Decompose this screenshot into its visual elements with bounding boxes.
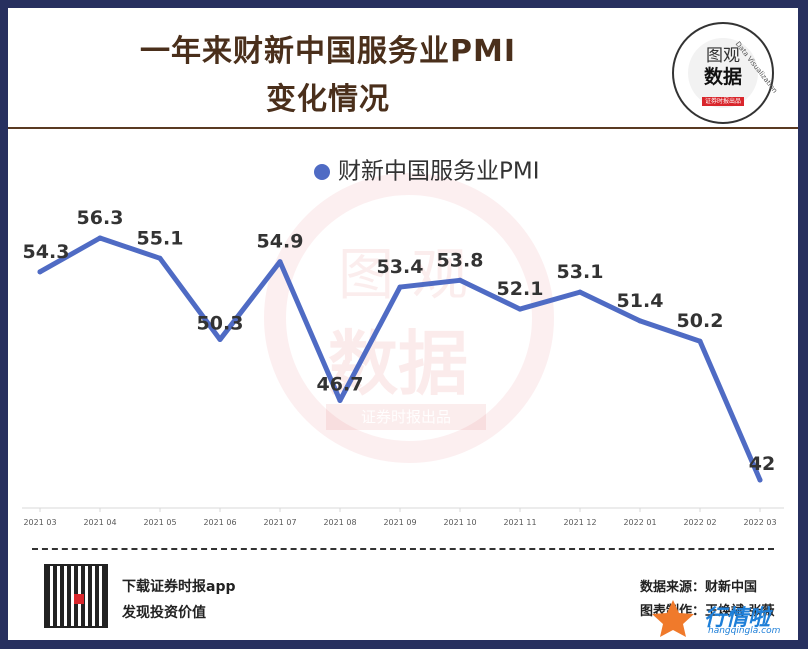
data-point xyxy=(577,289,583,295)
x-tick-label: 2021 12 xyxy=(563,518,596,527)
x-tick-label: 2021 08 xyxy=(323,518,356,527)
x-tick-label: 2021 03 xyxy=(23,518,56,527)
data-point xyxy=(97,235,103,241)
corner-brand: 行情啦 xyxy=(704,606,771,631)
data-point xyxy=(277,259,283,265)
chart-title-line2: 变化情况 xyxy=(266,82,390,117)
footer-divider xyxy=(32,548,774,550)
logo-tag: 证券时报出品 xyxy=(701,97,744,106)
x-tick-label: 2022 03 xyxy=(743,518,776,527)
data-label: 50.2 xyxy=(677,310,724,332)
data-point xyxy=(157,255,163,261)
data-label: 55.1 xyxy=(137,227,184,249)
chart-card: 一年来财新中国服务业PMI 变化情况 图观 数据 证券时报出品 Data Vis… xyxy=(8,8,798,640)
watermark-line2: 数据 xyxy=(328,323,468,405)
data-point xyxy=(397,284,403,290)
brand-logo: 图观 数据 证券时报出品 Data Visualization xyxy=(672,22,779,124)
data-label: 46.7 xyxy=(317,373,364,395)
data-label: 51.4 xyxy=(617,290,664,312)
data-point xyxy=(37,269,43,275)
x-tick-label: 2021 05 xyxy=(143,518,176,527)
watermark-badge: 证券时报出品 xyxy=(326,404,486,430)
data-point xyxy=(757,477,763,483)
data-label: 42 xyxy=(749,453,775,475)
data-point xyxy=(697,338,703,344)
chart-title-line1: 一年来财新中国服务业PMI xyxy=(139,34,516,69)
x-tick-label: 2021 11 xyxy=(503,518,536,527)
data-point xyxy=(517,306,523,312)
title-divider xyxy=(8,127,798,129)
data-point xyxy=(637,318,643,324)
star-icon xyxy=(652,600,694,637)
logo-line2: 数据 xyxy=(703,66,742,88)
data-label: 53.4 xyxy=(377,256,424,278)
x-tick-label: 2021 04 xyxy=(83,518,116,527)
data-label: 53.8 xyxy=(437,249,484,271)
app-slogan-text: 发现投资价值 xyxy=(122,605,206,621)
x-tick-label: 2022 01 xyxy=(623,518,656,527)
data-label: 54.3 xyxy=(23,241,70,263)
chart-legend: 财新中国服务业PMI xyxy=(314,156,540,186)
x-tick-label: 2022 02 xyxy=(683,518,716,527)
qr-center-mark xyxy=(74,594,84,604)
app-download-text: 下载证券时报app xyxy=(122,579,236,595)
logo-line1: 图观 xyxy=(706,46,740,66)
x-tick-label: 2021 10 xyxy=(443,518,476,527)
qr-code xyxy=(44,564,108,628)
data-point xyxy=(217,337,223,343)
x-tick-label: 2021 06 xyxy=(203,518,236,527)
data-label: 50.3 xyxy=(197,313,244,335)
watermark-line1: 图 观 xyxy=(338,243,468,308)
data-point xyxy=(457,277,463,283)
x-tick-label: 2021 09 xyxy=(383,518,416,527)
data-point xyxy=(337,397,343,403)
data-label: 53.1 xyxy=(557,261,604,283)
line-chart: 2021 03 2021 04 2021 05 2021 06 2021 07 2021 … xyxy=(22,207,784,527)
data-label: 54.9 xyxy=(257,231,304,253)
corner-url: hangqingla.com xyxy=(708,626,781,636)
legend-label: 财新中国服务业PMI xyxy=(338,158,540,185)
data-source-text: 数据来源：财新中国 xyxy=(640,580,758,595)
corner-watermark: 行情啦 hangqingla.com xyxy=(648,598,798,640)
data-label: 56.3 xyxy=(77,207,124,229)
legend-marker xyxy=(314,163,330,180)
x-tick-label: 2021 07 xyxy=(263,518,296,527)
data-label: 52.1 xyxy=(497,278,544,300)
